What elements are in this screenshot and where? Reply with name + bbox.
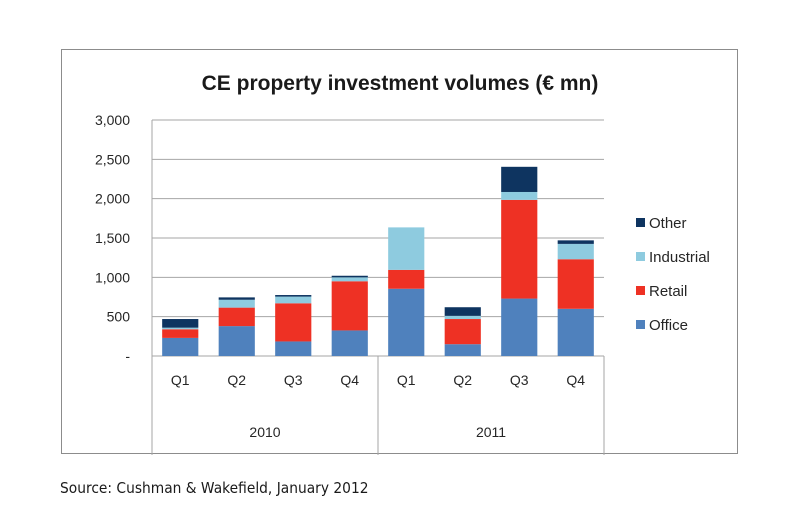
x-tick-label: Q4 [566,372,585,388]
bar-industrial [557,243,594,260]
bar-other [444,307,481,316]
bar-industrial [388,227,425,270]
bar-industrial [162,327,199,330]
legend-label-other: Other [649,215,687,232]
x-tick-label: Q4 [340,372,359,388]
bar-industrial [275,296,312,304]
bar-industrial [501,191,538,200]
bar-office [162,337,199,356]
bar-retail [331,281,368,331]
bar-retail [162,329,199,338]
legend: Other Industrial Retail Office [636,215,710,334]
y-tick-label: 2,000 [95,191,130,207]
bars [162,166,594,356]
bar-other [218,297,255,300]
bar-office [218,326,255,356]
x-tick-label: Q2 [227,372,246,388]
legend-swatch-retail [636,286,645,295]
legend-label-office: Office [649,317,688,334]
y-tick-label: 1,000 [95,269,130,285]
bar-retail [218,307,255,327]
legend-swatch-industrial [636,252,645,261]
bar-industrial [218,299,255,308]
legend-label-retail: Retail [649,283,687,300]
bar-other [331,275,368,278]
group-label: 2011 [476,424,506,440]
x-tick-label: Q3 [284,372,303,388]
x-tick-label: Q1 [171,372,190,388]
bar-retail [444,319,481,345]
bar-office [331,330,368,356]
bar-office [501,298,538,356]
bar-office [557,308,594,356]
bar-retail [275,303,312,342]
bar-other [162,319,199,328]
y-tick-label: 3,000 [95,112,130,128]
x-tick-label: Q1 [397,372,416,388]
bar-office [444,344,481,356]
x-tick-label: Q3 [510,372,529,388]
bar-office [388,288,425,356]
bar-retail [557,259,594,309]
chart-svg: CE property investment volumes (€ mn) - 5… [95,72,710,455]
axes [151,120,605,455]
legend-swatch-other [636,218,645,227]
y-tick-label: - [125,348,130,364]
legend-label-industrial: Industrial [649,249,710,266]
bar-office [275,341,312,356]
source-note: Source: Cushman & Wakefield, January 201… [60,479,369,497]
y-tick-labels: - 500 1,000 1,500 2,000 2,500 3,000 [95,112,130,364]
x-tick-labels: Q1 Q2 Q3 Q4 Q1 Q2 Q3 Q4 2010 2011 [171,372,585,440]
bar-other [275,295,312,297]
bar-industrial [331,277,368,282]
x-tick-label: Q2 [453,372,472,388]
bar-other [557,240,594,244]
legend-swatch-office [636,320,645,329]
bar-industrial [444,315,481,320]
y-tick-label: 1,500 [95,230,130,246]
group-label: 2010 [249,424,280,440]
chart-title: CE property investment volumes (€ mn) [202,72,599,95]
bar-other [501,166,538,192]
y-tick-label: 500 [107,309,131,325]
bar-retail [388,269,425,289]
chart-frame: CE property investment volumes (€ mn) - 5… [61,49,738,455]
y-tick-label: 2,500 [95,151,130,167]
bar-retail [501,199,538,299]
